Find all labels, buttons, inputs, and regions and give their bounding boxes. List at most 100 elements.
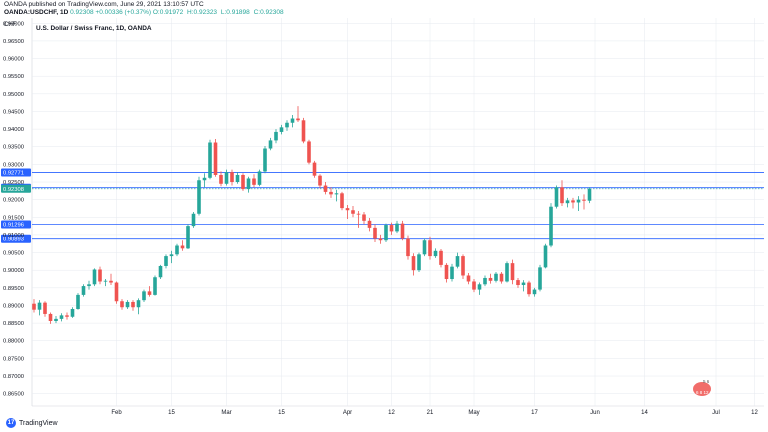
candle-body	[340, 193, 344, 209]
candle-body	[164, 256, 168, 266]
candle	[224, 169, 229, 186]
candle	[76, 293, 80, 310]
candle-body	[483, 277, 487, 285]
candle	[98, 266, 102, 285]
candle-body	[191, 213, 196, 227]
candle	[32, 299, 36, 313]
x-tick-label: Mar	[221, 410, 231, 416]
candle	[114, 281, 119, 304]
candle	[477, 282, 482, 295]
candle	[92, 268, 97, 287]
y-tick-label: 0.93000	[3, 162, 24, 168]
candle-body	[197, 180, 201, 214]
candle-body	[571, 200, 575, 203]
candle-body	[505, 263, 509, 282]
candle-body	[87, 284, 91, 287]
candle-body	[169, 254, 174, 257]
y-tick-label: 0.88500	[3, 321, 24, 327]
candle	[279, 124, 284, 135]
candle	[400, 220, 405, 241]
candle-body	[274, 131, 278, 141]
ohlc-low: L:0.91898	[220, 9, 250, 16]
symbol-row: OANDA:USDCHF, 1D 0.92308 +0.00336 (+0.37…	[4, 9, 286, 17]
candle	[582, 194, 586, 210]
candle-body	[268, 140, 273, 149]
candle	[109, 273, 113, 286]
candle	[439, 249, 443, 268]
candle-body	[70, 309, 75, 317]
candle	[521, 280, 526, 292]
candle-body	[422, 240, 427, 255]
candle-body	[549, 206, 553, 246]
candle	[175, 243, 179, 257]
candle-body	[472, 281, 476, 290]
candle	[466, 273, 471, 285]
candle-body	[477, 284, 482, 290]
candle	[318, 174, 322, 189]
x-tick-label: 15	[168, 410, 175, 416]
candle	[362, 212, 366, 225]
candle-body	[301, 120, 306, 142]
y-tick-label: 0.95000	[3, 92, 24, 98]
candle	[433, 248, 438, 258]
candle	[197, 176, 201, 216]
candle	[153, 275, 157, 296]
x-tick-label: 21	[427, 410, 434, 416]
candle-body	[455, 256, 460, 267]
candle	[296, 106, 300, 123]
candle	[505, 261, 509, 283]
candle	[169, 250, 174, 264]
candle-body	[246, 178, 251, 190]
candle-body	[406, 238, 410, 257]
candle-body	[439, 250, 443, 265]
candle	[213, 138, 218, 177]
last-price-value: 0.92308	[70, 9, 94, 16]
candle	[131, 300, 135, 311]
candle-body	[186, 226, 190, 249]
candle-body	[378, 238, 383, 241]
candle	[527, 280, 531, 297]
candle	[87, 280, 91, 290]
x-tick-label: 12	[388, 410, 395, 416]
currency-label: CHF	[4, 22, 17, 28]
candle	[356, 210, 361, 228]
y-tick-label: 0.96000	[3, 57, 24, 63]
x-tick-label: 12	[751, 410, 758, 416]
candle	[120, 299, 124, 310]
x-tick-label: Feb	[111, 410, 122, 416]
candle-body	[307, 141, 311, 163]
footer-brand[interactable]: 17 TradingView	[6, 418, 58, 428]
candle	[142, 289, 146, 302]
level-price-label: 0.92771	[3, 170, 24, 176]
candle-body	[532, 289, 537, 295]
candle-body	[285, 122, 289, 128]
candle	[301, 117, 306, 144]
candle-body	[98, 269, 102, 282]
candle	[576, 196, 581, 211]
candle	[136, 298, 141, 315]
candle-body	[65, 315, 69, 317]
candle	[191, 212, 196, 228]
candle	[307, 139, 311, 165]
candle	[147, 286, 152, 297]
y-tick-label: 0.90500	[3, 251, 24, 257]
y-tick-label: 0.93500	[3, 145, 24, 151]
candle	[164, 254, 168, 269]
y-tick-label: 0.88000	[3, 339, 24, 345]
candle-body	[450, 266, 454, 280]
candle	[494, 271, 498, 283]
y-tick-label: 0.95500	[3, 74, 24, 80]
candle-body	[92, 269, 97, 285]
candle	[263, 146, 267, 174]
candle-body	[510, 263, 515, 281]
candle	[158, 264, 163, 280]
candle	[488, 273, 493, 284]
candle	[510, 259, 515, 285]
level-price-tag	[1, 168, 31, 177]
oanda-watermark: 5 6 6 8 12 15	[690, 376, 718, 402]
last-price-label: 0.92308	[3, 187, 24, 193]
candle-body	[554, 187, 559, 207]
candle	[230, 169, 234, 186]
candle	[389, 222, 394, 235]
